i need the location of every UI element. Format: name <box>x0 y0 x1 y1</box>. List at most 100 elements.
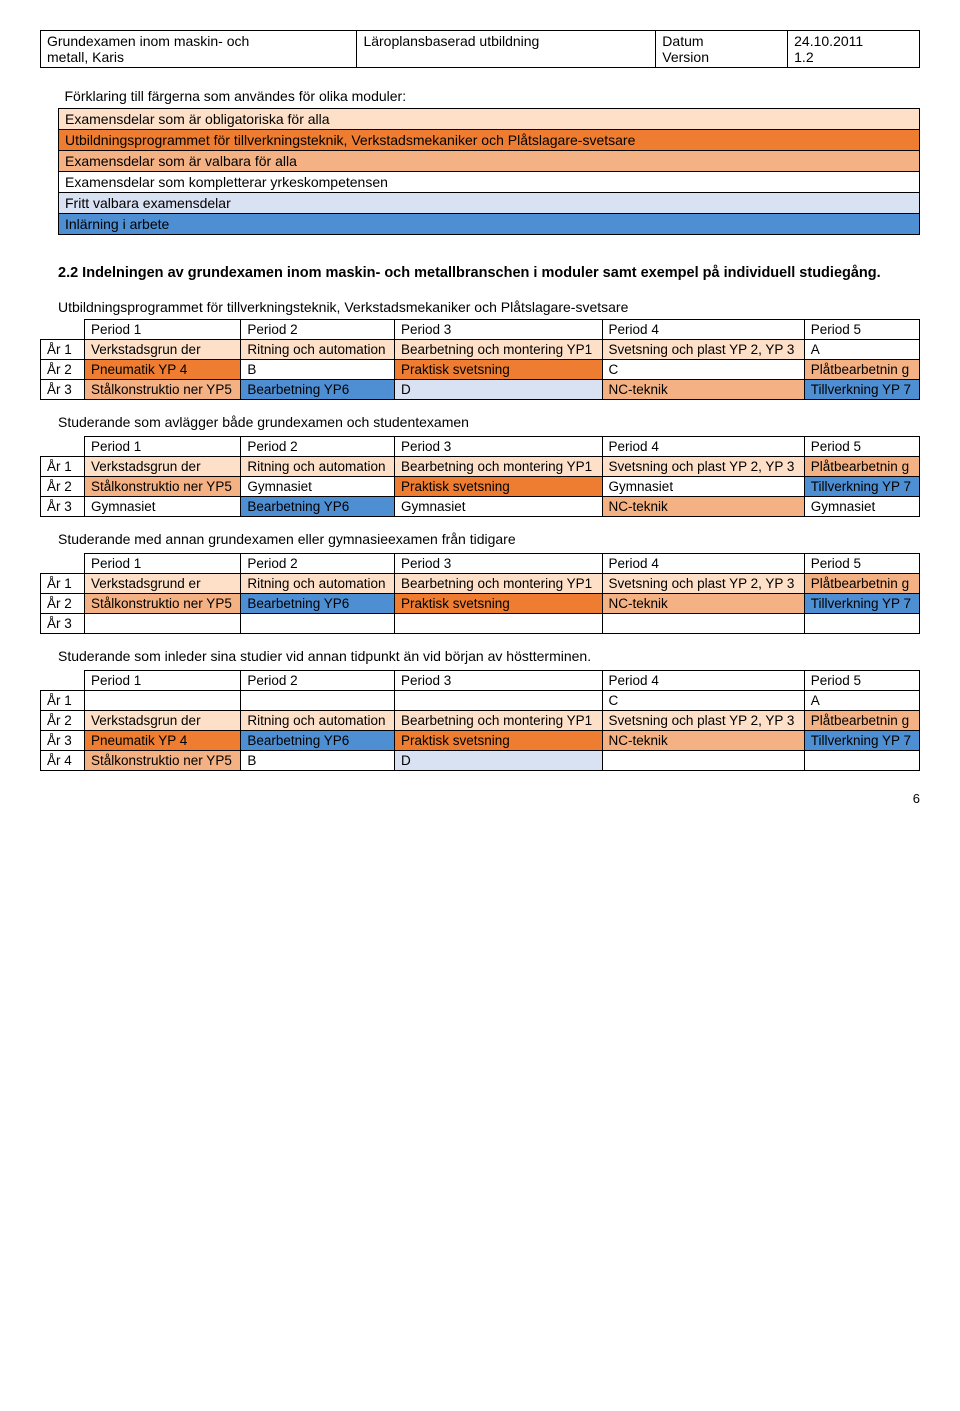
cell: NC-teknik <box>602 380 804 400</box>
cell: Plåtbearbetnin g <box>804 360 919 380</box>
col-p1: Period 1 <box>85 320 241 340</box>
cell: C <box>602 691 804 711</box>
legend-row-program: Utbildningsprogrammet för tillverkningst… <box>59 130 920 151</box>
col-p1: Period 1 <box>85 437 241 457</box>
cell: Gymnasiet <box>85 497 241 517</box>
col-p5: Period 5 <box>804 671 919 691</box>
cell: Pneumatik YP 4 <box>85 360 241 380</box>
cell: Gymnasiet <box>241 477 395 497</box>
section2-text: Studerande som avlägger både grundexamen… <box>58 414 920 430</box>
hdr-date-value: 24.10.2011 <box>794 33 863 49</box>
row-y3: År 3 <box>41 380 85 400</box>
cell: Svetsning och plast YP 2, YP 3 <box>602 457 804 477</box>
cell <box>395 614 603 634</box>
cell: D <box>395 751 603 771</box>
col-p5: Period 5 <box>804 437 919 457</box>
cell <box>804 614 919 634</box>
cell: Tillverkning YP 7 <box>804 380 919 400</box>
cell: Gymnasiet <box>602 477 804 497</box>
color-legend-table: Förklaring till färgerna som användes fö… <box>58 86 920 235</box>
hdr-title-line2: metall, Karis <box>47 49 124 65</box>
cell: NC-teknik <box>602 594 804 614</box>
row-y2: År 2 <box>41 360 85 380</box>
row-y3: År 3 <box>41 731 85 751</box>
row-y3: År 3 <box>41 497 85 517</box>
cell: Verkstadsgrun der <box>85 711 241 731</box>
blank <box>41 554 85 574</box>
cell: Bearbetning YP6 <box>241 497 395 517</box>
hdr-values: 24.10.2011 1.2 <box>788 31 920 68</box>
cell: Ritning och automation <box>241 574 395 594</box>
cell <box>241 691 395 711</box>
cell: Praktisk svetsning <box>395 731 603 751</box>
row-y1: År 1 <box>41 457 85 477</box>
cell: Ritning och automation <box>241 711 395 731</box>
cell: Praktisk svetsning <box>395 594 603 614</box>
legend-row-optional: Examensdelar som är valbara för alla <box>59 151 920 172</box>
cell: NC-teknik <box>602 731 804 751</box>
cell: B <box>241 751 395 771</box>
cell: D <box>395 380 603 400</box>
cell <box>85 691 241 711</box>
cell: Stålkonstruktio ner YP5 <box>85 380 241 400</box>
row-y2: År 2 <box>41 711 85 731</box>
cell: Bearbetning YP6 <box>241 594 395 614</box>
schedule-table-3: Period 1 Period 2 Period 3 Period 4 Peri… <box>40 553 920 634</box>
cell: A <box>804 691 919 711</box>
row-y4: År 4 <box>41 751 85 771</box>
hdr-version-label: Version <box>662 49 709 65</box>
section-heading: 2.2 Indelningen av grundexamen inom mask… <box>58 265 920 281</box>
section3-text: Studerande med annan grundexamen eller g… <box>58 531 920 547</box>
cell: Stålkonstruktio ner YP5 <box>85 477 241 497</box>
cell <box>602 614 804 634</box>
cell: Praktisk svetsning <box>395 360 603 380</box>
cell <box>804 751 919 771</box>
cell: Ritning och automation <box>241 340 395 360</box>
legend-title: Förklaring till färgerna som användes fö… <box>59 86 920 109</box>
row-y1: År 1 <box>41 574 85 594</box>
hdr-title-line1: Grundexamen inom maskin- och <box>47 33 249 49</box>
cell <box>602 751 804 771</box>
col-p2: Period 2 <box>241 437 395 457</box>
cell: Tillverkning YP 7 <box>804 731 919 751</box>
cell: Stålkonstruktio ner YP5 <box>85 594 241 614</box>
col-p3: Period 3 <box>395 554 603 574</box>
cell: A <box>804 340 919 360</box>
hdr-subtitle: Läroplansbaserad utbildning <box>357 31 656 68</box>
hdr-date-label: Datum <box>662 33 703 49</box>
col-p2: Period 2 <box>241 554 395 574</box>
cell: Bearbetning YP6 <box>241 731 395 751</box>
col-p2: Period 2 <box>241 320 395 340</box>
intro-paragraph: Utbildningsprogrammet för tillverkningst… <box>58 299 920 315</box>
col-p4: Period 4 <box>602 554 804 574</box>
cell: Gymnasiet <box>804 497 919 517</box>
legend-row-complement: Examensdelar som kompletterar yrkeskompe… <box>59 172 920 193</box>
col-p4: Period 4 <box>602 671 804 691</box>
cell: Svetsning och plast YP 2, YP 3 <box>602 340 804 360</box>
col-p4: Period 4 <box>602 320 804 340</box>
cell: Bearbetning och montering YP1 <box>395 574 603 594</box>
cell: Bearbetning och montering YP1 <box>395 711 603 731</box>
col-p5: Period 5 <box>804 320 919 340</box>
cell: Svetsning och plast YP 2, YP 3 <box>602 574 804 594</box>
legend-row-work: Inlärning i arbete <box>59 214 920 235</box>
cell: Gymnasiet <box>395 497 603 517</box>
page-number: 6 <box>40 791 920 806</box>
cell: Bearbetning och montering YP1 <box>395 340 603 360</box>
cell: NC-teknik <box>602 497 804 517</box>
legend-row-free: Fritt valbara examensdelar <box>59 193 920 214</box>
cell: Bearbetning YP6 <box>241 380 395 400</box>
cell: Ritning och automation <box>241 457 395 477</box>
hdr-version-value: 1.2 <box>794 49 813 65</box>
blank <box>41 320 85 340</box>
hdr-labels: Datum Version <box>656 31 788 68</box>
cell: Verkstadsgrund er <box>85 574 241 594</box>
cell: Plåtbearbetnin g <box>804 711 919 731</box>
schedule-table-4: Period 1 Period 2 Period 3 Period 4 Peri… <box>40 670 920 771</box>
cell: Tillverkning YP 7 <box>804 594 919 614</box>
col-p1: Period 1 <box>85 671 241 691</box>
blank <box>41 437 85 457</box>
hdr-title: Grundexamen inom maskin- och metall, Kar… <box>41 31 357 68</box>
col-p5: Period 5 <box>804 554 919 574</box>
document-header-table: Grundexamen inom maskin- och metall, Kar… <box>40 30 920 68</box>
